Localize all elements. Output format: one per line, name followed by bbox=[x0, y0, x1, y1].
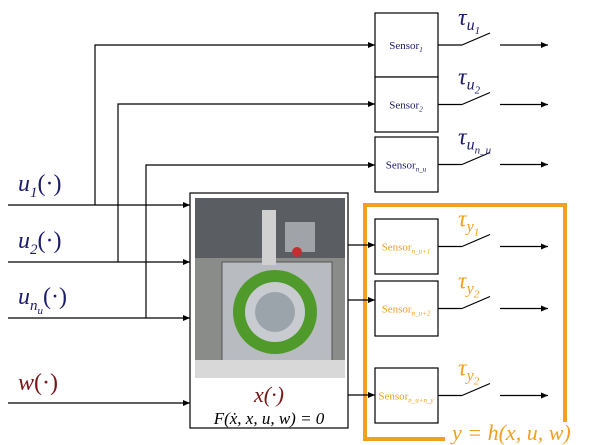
delay-subscript: u bbox=[467, 17, 475, 34]
delay-subsubscript: n_u bbox=[475, 145, 492, 157]
disturbance-symbol: w bbox=[18, 370, 34, 396]
delay-subscript: u bbox=[467, 77, 475, 94]
sensor-name: Sensor bbox=[389, 100, 419, 112]
delay-subscript: u bbox=[467, 137, 475, 154]
system-equation: F(ẋ, x, u, w) = 0 bbox=[213, 409, 325, 428]
delay-subsubscript: 1 bbox=[475, 25, 481, 37]
delay-label: τun_u bbox=[458, 125, 492, 157]
sensor-subscript: n_u+1 bbox=[412, 248, 431, 256]
delay-subsubscript: 2 bbox=[475, 85, 481, 97]
input-symbol: u bbox=[18, 228, 30, 254]
system-photo bbox=[195, 198, 345, 378]
sensor-name: Sensor bbox=[382, 304, 412, 316]
input-label: unu(·) bbox=[18, 284, 67, 317]
delay-label: τy2 bbox=[458, 356, 480, 388]
delay-subsubscript: 1 bbox=[474, 227, 480, 239]
sensor-subscript: n_u+n_y bbox=[408, 397, 434, 405]
sensor-subscript: n_u bbox=[416, 166, 427, 174]
input-subscript: 1 bbox=[30, 185, 38, 201]
sensor-name: Sensor bbox=[389, 40, 419, 52]
sensor-name: Sensor bbox=[386, 160, 416, 172]
connector bbox=[95, 45, 375, 205]
sensor-subscript: 1 bbox=[419, 46, 423, 54]
sensor-subscript: n_u+2 bbox=[412, 310, 431, 318]
delay-label: τy1 bbox=[458, 207, 479, 239]
input-label: u1(·) bbox=[18, 171, 61, 201]
delay-label: τu1 bbox=[458, 5, 480, 37]
input-argument: (·) bbox=[43, 284, 67, 310]
diagram: u1(·)u2(·)unu(·)w(·)x(·)F(ẋ, x, u, w) = … bbox=[0, 0, 613, 445]
sensor-subscript: 2 bbox=[419, 106, 423, 114]
disturbance-argument: (·) bbox=[34, 370, 58, 396]
input-argument: (·) bbox=[38, 171, 62, 197]
input-label: u2(·) bbox=[18, 228, 61, 258]
input-symbol: u bbox=[18, 284, 30, 310]
sensor-label: Sensor1 bbox=[389, 40, 422, 54]
input-subscript: n bbox=[30, 298, 38, 314]
sensor-label: Sensor2 bbox=[389, 100, 423, 114]
delay-label: τu2 bbox=[458, 65, 481, 97]
disturbance-label: w(·) bbox=[18, 370, 58, 396]
delay-subsubscript: 2 bbox=[474, 289, 480, 301]
input-symbol: u bbox=[18, 171, 30, 197]
sensor-name: Sensor bbox=[378, 391, 408, 403]
delay-subsubscript: 2 bbox=[474, 376, 480, 388]
sensor-name: Sensor bbox=[382, 242, 412, 254]
delay-label: τy2 bbox=[458, 269, 480, 301]
output-map-label: y = h(x, u, w) bbox=[450, 420, 571, 445]
input-argument: (·) bbox=[38, 228, 62, 254]
state-label: x(·) bbox=[253, 382, 284, 407]
